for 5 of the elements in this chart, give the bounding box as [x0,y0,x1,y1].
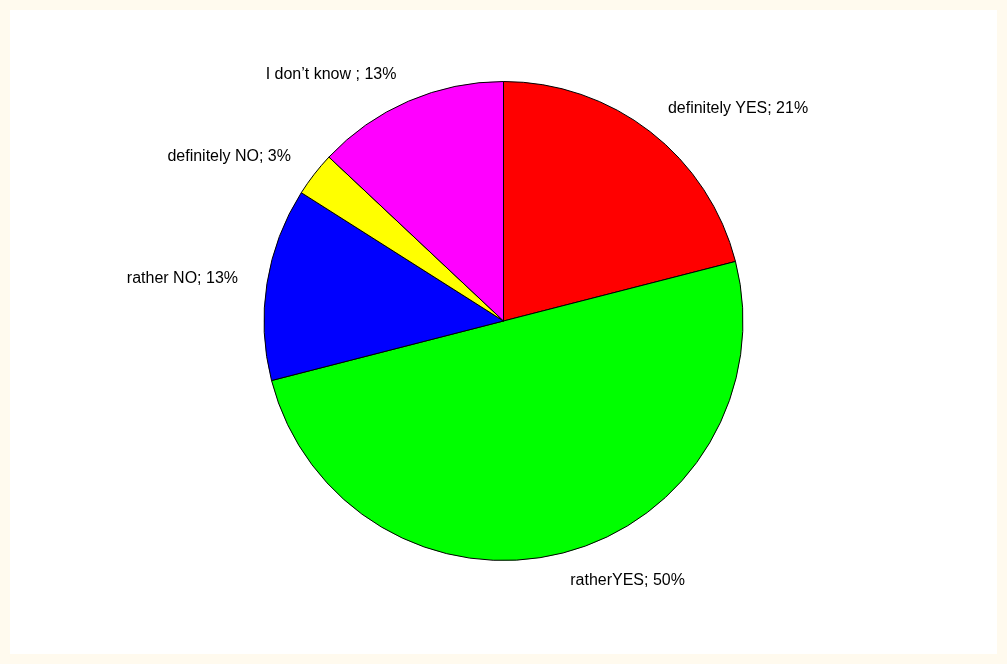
slice-label: I don’t know ; 13% [265,65,397,83]
slice-label: definitely NO; 3% [167,147,291,164]
slice-label: rather NO; 13% [126,269,239,287]
slice-label: definitely YES; 21% [667,99,809,117]
slice-label: ratherYES; 50% [570,571,685,589]
